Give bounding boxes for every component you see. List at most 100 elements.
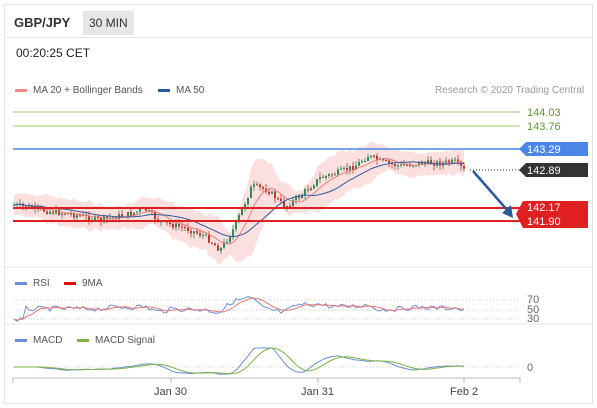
signal-label: MACD Signal [95,335,156,346]
candle-body [364,161,366,163]
candle-body [361,161,363,163]
candle-body [130,211,132,216]
legend-macd-signal: MACD Signal [77,335,155,346]
candle-body [454,159,456,161]
ma20-swatch [15,88,27,92]
candle-body [106,216,108,219]
timeframe-button[interactable]: 30 MIN [83,11,134,35]
pivot-tag [519,142,588,156]
legend-ma50: MA 50 [158,85,204,96]
ma50-line [13,161,465,238]
candle-body [244,204,246,209]
candle-body [310,188,312,191]
candle-body [133,212,135,216]
macd-label: MACD [33,335,63,346]
candle-body [388,160,390,164]
candle-body [394,163,396,166]
candle-body [319,177,321,180]
ma20-label: MA 20 + Bollinger Bands [33,85,143,96]
candle-body [445,160,447,163]
candle-body [280,198,282,201]
candle-body [412,165,414,167]
candle-body [214,243,216,246]
candle-body [451,159,453,163]
candle-body [13,204,15,206]
rsi-tick-30: 30 [527,313,539,325]
support-tag [516,201,588,228]
candle-body [121,214,123,217]
candle-body [403,164,405,166]
macd-swatch [15,338,27,342]
candle-body [376,155,378,161]
currency-pair-title: GBP/JPY [14,15,71,30]
candle-body [343,167,345,169]
ma50-swatch [158,88,170,92]
candle-body [193,231,195,234]
last-price-tag [519,163,588,177]
forecast-arrow [472,170,509,212]
rsi-label: RSI [33,278,50,289]
candle-body [328,174,330,176]
legend-rsi: RSI [15,278,50,289]
candle-body [430,160,432,165]
candle-body [460,161,462,166]
candle-body [355,165,357,170]
candle-body [190,230,192,234]
candle-body [238,215,240,221]
candle-body [352,166,354,170]
candle-body [58,209,60,215]
candle-body [82,215,84,217]
candle-body [52,211,54,214]
candle-body [382,158,384,161]
candle-body [433,164,435,166]
candle-body [427,160,429,163]
arrow-head-icon [502,205,513,218]
ma50-label: MA 50 [176,85,205,96]
candle-body [262,187,264,189]
candle-body [205,234,207,236]
candle-body [73,213,75,218]
candle-body [331,174,333,176]
candle-body [199,233,201,236]
candle-body [253,184,255,187]
candle-body [406,164,408,166]
x-label-jan30: Jan 30 [154,386,187,398]
candle-body [397,165,399,167]
rsi-tick-50: 50 [527,304,539,316]
level-label-142-17: 142.17 [527,202,561,214]
ma9-label: 9MA [82,278,103,289]
candle-body [274,191,276,199]
x-label-feb2: Feb 2 [450,386,478,398]
candle-body [184,227,186,229]
level-label-143-29: 143.29 [527,144,561,156]
bollinger-band [14,141,464,265]
candle-body [76,215,78,218]
candle-body [178,223,180,227]
signal-swatch [77,338,89,342]
candle-body [220,247,222,251]
candle-body [448,160,450,163]
candle-body [292,200,294,207]
candle-body [211,242,213,244]
candle-body [424,162,426,165]
candle-body [139,209,141,212]
candle-body [169,222,171,225]
candle-body [61,213,63,215]
candle-body [64,213,66,215]
candle-body [232,229,234,237]
candle-body [316,179,318,186]
candle-body [229,236,231,242]
legend-macd: MACD [15,335,62,346]
rsi-swatch [15,281,27,285]
level-label-143-76: 143.76 [527,121,561,133]
candle-body [235,220,237,230]
research-credit: Research © 2020 Trading Central [435,85,585,96]
timestamp: 00:20:25 CET [16,46,91,60]
rsi-tick-70: 70 [527,294,539,306]
macd-tick-0: 0 [527,362,533,374]
candle-body [391,163,393,165]
candle-body [325,175,327,178]
candle-body [283,200,285,208]
candle-body [94,216,96,220]
